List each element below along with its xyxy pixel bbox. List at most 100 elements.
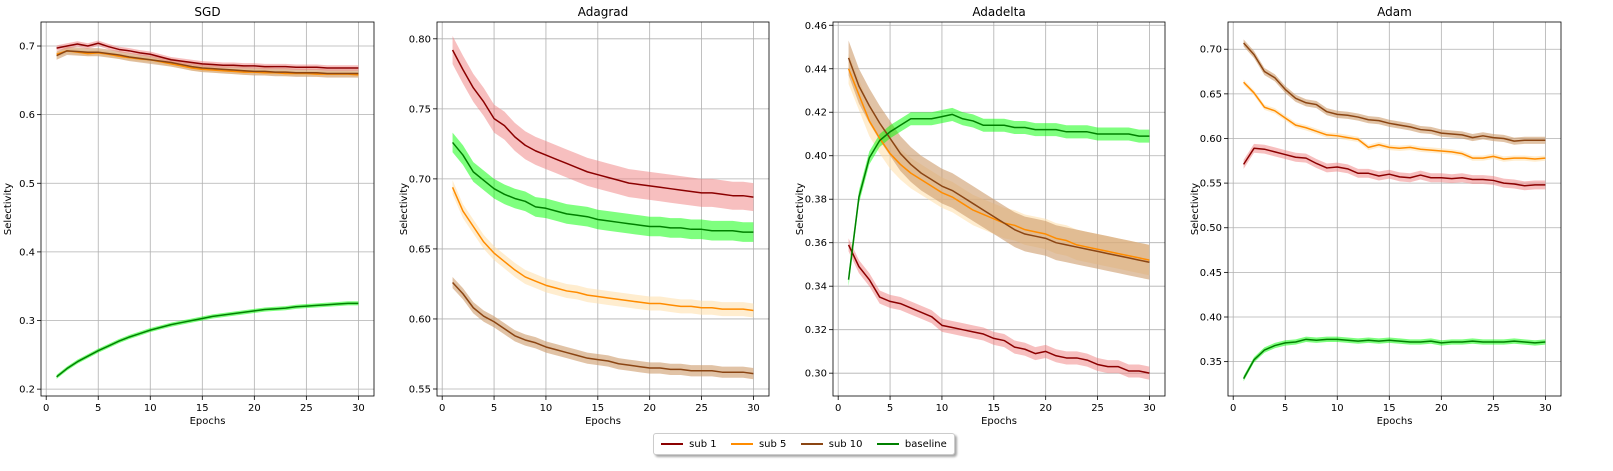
series-line-sub-5: [451, 186, 754, 312]
band-sub-10: [56, 46, 359, 78]
y-tick-label: 0.38: [805, 195, 827, 206]
series-line-sub-5: [1243, 81, 1546, 160]
x-tick-label: 15: [196, 403, 209, 414]
subplot-title: Adagrad: [578, 5, 629, 19]
series-line-baseline: [1242, 338, 1546, 379]
x-tick-label: 20: [248, 403, 261, 414]
y-tick-label: 0.30: [805, 369, 827, 380]
y-tick-label: 0.75: [409, 104, 431, 115]
axes-frame: [1227, 21, 1562, 397]
y-tick-label: 0.5: [19, 179, 35, 190]
x-tick-label: 10: [936, 403, 949, 414]
x-tick-label: 0: [43, 403, 49, 414]
x-tick-label: 30: [352, 403, 365, 414]
y-tick-label: 0.45: [1200, 268, 1222, 279]
y-tick-label: 0.80: [409, 34, 431, 45]
y-tick-label: 0.4: [19, 247, 35, 258]
y-axis-label: Selectivity: [3, 183, 14, 235]
y-tick-label: 0.70: [409, 174, 431, 185]
y-tick-label: 0.40: [1200, 313, 1222, 324]
x-tick-label: 10: [144, 403, 157, 414]
series-line-sub-5: [847, 68, 1150, 261]
x-tick-label: 20: [1435, 403, 1448, 414]
legend-item-sub-10: sub 10: [800, 438, 863, 450]
y-tick-label: 0.40: [805, 151, 827, 162]
legend-swatch: [876, 443, 899, 445]
legend-label: baseline: [904, 438, 947, 450]
x-tick-label: 5: [887, 403, 893, 414]
y-tick-label: 0.60: [409, 314, 431, 325]
subplot-title: Adam: [1377, 5, 1412, 19]
x-tick-label: 20: [1039, 403, 1052, 414]
y-tick-label: 0.70: [1200, 45, 1222, 56]
x-tick-label: 0: [1230, 403, 1236, 414]
band-baseline: [56, 301, 359, 379]
x-tick-label: 30: [1539, 403, 1552, 414]
x-axis-label: Epochs: [1377, 416, 1413, 427]
band-sub-10: [848, 40, 1150, 280]
y-tick-label: 0.35: [1200, 357, 1222, 368]
x-tick-label: 15: [1383, 403, 1396, 414]
y-tick-label: 0.32: [805, 325, 827, 336]
x-tick-label: 5: [1282, 403, 1288, 414]
band-sub-5: [1243, 79, 1546, 162]
y-tick-label: 0.36: [805, 238, 827, 249]
x-tick-label: 10: [1331, 403, 1344, 414]
x-tick-label: 0: [439, 403, 445, 414]
x-axis-label: Epochs: [981, 416, 1017, 427]
axes-frame: [832, 21, 1166, 397]
x-tick-label: 20: [643, 403, 656, 414]
band-sub-1: [848, 238, 1150, 380]
x-axis-label: Epochs: [585, 416, 621, 427]
subplot-adadelta: 0 5 10 15 20 25 30 0.30 0.32 0.34 0.36 0.38 0.40 0.42…: [795, 5, 1166, 427]
legend: sub 1 sub 5 sub 10 baseline: [653, 433, 955, 455]
series-line-baseline: [56, 302, 359, 378]
band-sub-5: [452, 180, 754, 318]
y-tick-label: 0.55: [1200, 179, 1222, 190]
axes-frame: [40, 21, 375, 397]
series-line-sub-10: [452, 282, 754, 375]
series-line-sub-1: [56, 42, 359, 69]
y-tick-label: 0.65: [1200, 89, 1222, 100]
series-line-sub-1: [451, 49, 754, 198]
y-tick-label: 0.44: [805, 64, 827, 75]
y-tick-label: 0.2: [19, 385, 35, 396]
x-tick-label: 15: [591, 403, 604, 414]
x-tick-label: 15: [987, 403, 1000, 414]
legend-label: sub 10: [828, 438, 863, 450]
band-sub-10: [452, 276, 754, 380]
y-axis-label: Selectivity: [399, 183, 410, 235]
legend-swatch: [800, 443, 823, 445]
x-tick-label: 30: [747, 403, 760, 414]
y-tick-label: 0.46: [805, 21, 827, 32]
legend-label: sub 5: [758, 438, 787, 450]
series-line-sub-10: [56, 50, 359, 75]
x-tick-label: 25: [300, 403, 313, 414]
x-axis-label: Epochs: [190, 416, 226, 427]
y-tick-label: 0.42: [805, 108, 827, 119]
subplot-adam: 0 5 10 15 20 25 30 0.35 0.40 0.45 0.50 0.55 0.60 0.65…: [1190, 5, 1562, 427]
y-tick-label: 0.55: [409, 384, 431, 395]
legend-item-sub-1: sub 1: [661, 439, 717, 450]
legend-item-baseline: baseline: [876, 438, 947, 450]
subplot-sgd: 0 5 10 15 20 25 30 0.2 0.3 0.4 0.5 0.6 0.7 SGD Epochs S…: [3, 5, 375, 427]
legend-swatch: [730, 443, 753, 445]
y-tick-label: 0.60: [1200, 134, 1222, 145]
x-tick-label: 5: [95, 403, 101, 414]
subplot-title: Adadelta: [972, 5, 1025, 19]
x-tick-label: 5: [491, 403, 497, 414]
y-tick-label: 0.50: [1200, 223, 1222, 234]
x-tick-label: 10: [540, 403, 553, 414]
series-line-baseline: [451, 141, 754, 233]
x-tick-label: 25: [1487, 403, 1500, 414]
legend-item-sub-5: sub 5: [730, 438, 787, 450]
y-axis-label: Selectivity: [1190, 183, 1201, 235]
band-baseline: [1243, 336, 1546, 382]
y-tick-label: 0.65: [409, 244, 431, 255]
y-tick-label: 0.6: [19, 110, 35, 121]
axes-frame: [436, 21, 770, 397]
series-line-sub-10: [847, 57, 1150, 264]
y-tick-label: 0.7: [19, 42, 35, 53]
y-tick-label: 0.3: [19, 316, 35, 327]
